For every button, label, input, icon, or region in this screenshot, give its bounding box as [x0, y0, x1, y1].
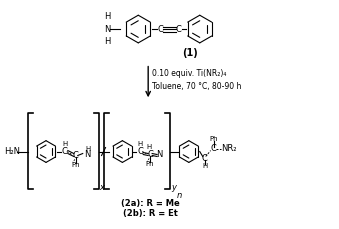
- Text: Toluene, 70 °C, 80-90 h: Toluene, 70 °C, 80-90 h: [152, 82, 241, 91]
- Text: H: H: [138, 141, 143, 147]
- Text: H: H: [202, 163, 207, 169]
- Text: (1): (1): [182, 48, 198, 58]
- Text: Ph: Ph: [146, 161, 155, 167]
- Text: N: N: [156, 150, 162, 159]
- Text: N: N: [104, 25, 111, 34]
- Text: C: C: [211, 144, 217, 153]
- Text: H₂N: H₂N: [4, 147, 20, 156]
- Text: x: x: [100, 183, 104, 192]
- Text: H: H: [85, 146, 90, 152]
- Text: C: C: [176, 25, 182, 34]
- Text: C: C: [157, 25, 163, 34]
- Text: (2b): R = Et: (2b): R = Et: [123, 209, 178, 218]
- Text: C: C: [147, 150, 153, 159]
- Text: H: H: [62, 141, 67, 147]
- Text: H: H: [146, 144, 152, 150]
- Text: n: n: [177, 191, 182, 200]
- Text: C: C: [202, 154, 208, 163]
- Text: H: H: [104, 37, 111, 46]
- Text: Ph: Ph: [72, 162, 80, 168]
- Text: (2a): R = Me: (2a): R = Me: [121, 199, 180, 208]
- Text: 0.10 equiv. Ti(NR₂)₄: 0.10 equiv. Ti(NR₂)₄: [152, 69, 226, 78]
- Text: C: C: [137, 147, 143, 156]
- Text: H: H: [104, 12, 111, 21]
- Text: C: C: [73, 151, 79, 160]
- Text: C: C: [62, 147, 68, 156]
- Text: Ph: Ph: [209, 136, 218, 142]
- Text: N: N: [84, 150, 91, 159]
- Text: NR₂: NR₂: [222, 144, 237, 153]
- Text: y: y: [171, 183, 176, 192]
